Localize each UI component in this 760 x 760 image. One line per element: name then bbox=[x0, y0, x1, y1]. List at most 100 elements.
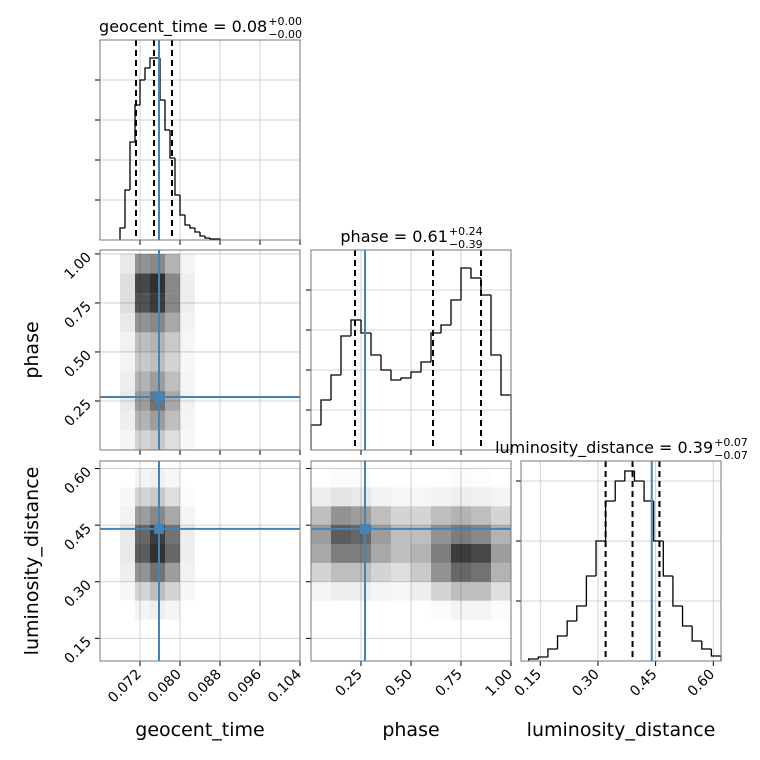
hist-step bbox=[144, 67, 150, 80]
density-cell bbox=[135, 273, 150, 294]
hist-step bbox=[701, 641, 712, 650]
density-cell bbox=[411, 469, 431, 488]
density-cell bbox=[431, 601, 451, 620]
density-cell bbox=[411, 601, 431, 620]
density-cell bbox=[180, 352, 195, 372]
y-tick-label: 0.25 bbox=[61, 396, 94, 429]
density-cell bbox=[180, 469, 195, 488]
density-cell bbox=[165, 581, 180, 601]
density-cell bbox=[180, 562, 195, 582]
density-cell bbox=[195, 582, 210, 601]
hist-step bbox=[500, 355, 512, 450]
density-cell bbox=[120, 506, 135, 526]
hist-step bbox=[380, 355, 391, 371]
density-cell bbox=[180, 430, 195, 450]
density-cell bbox=[135, 371, 150, 392]
density-cell bbox=[351, 506, 371, 526]
hist-step bbox=[370, 333, 381, 356]
x-tick-label: 0.096 bbox=[225, 666, 265, 706]
density-cell bbox=[135, 351, 150, 372]
hist-step bbox=[633, 471, 645, 482]
density-cell bbox=[195, 254, 210, 274]
density-cell bbox=[165, 600, 180, 620]
panel: 0.072 0.080 0.088 0.096 0.104 0.15 0.30 0.45 0.6… bbox=[21, 460, 305, 741]
hist-step bbox=[480, 278, 491, 296]
y-axis-label: luminosity_distance bbox=[21, 467, 43, 656]
density-cell bbox=[371, 469, 391, 488]
density-cell bbox=[180, 253, 195, 274]
density-cell bbox=[150, 562, 165, 582]
panel-frame bbox=[310, 460, 512, 662]
panel: 0.25 0.50 0.75 1.00 phase bbox=[21, 249, 301, 455]
density-cell bbox=[150, 312, 165, 333]
density-cell bbox=[491, 487, 511, 507]
hist-step bbox=[194, 228, 200, 233]
density-cell bbox=[351, 487, 371, 507]
density-cell bbox=[165, 273, 180, 294]
density-cell bbox=[451, 562, 471, 582]
density-cell bbox=[150, 468, 165, 488]
density-cell bbox=[165, 371, 180, 392]
density-cell bbox=[180, 312, 195, 333]
density-cell bbox=[311, 544, 331, 563]
density-cell bbox=[431, 487, 451, 507]
hist-step bbox=[159, 58, 165, 101]
x-tick-label: 0.50 bbox=[382, 667, 415, 700]
density-cell bbox=[195, 563, 210, 582]
density-cell bbox=[351, 562, 371, 582]
density-cell bbox=[411, 544, 431, 563]
density-cell bbox=[135, 430, 150, 450]
density-cell bbox=[331, 601, 351, 620]
hist-step bbox=[691, 626, 702, 642]
density-cell bbox=[180, 273, 195, 294]
density-cell bbox=[150, 544, 165, 563]
density-cell bbox=[451, 600, 471, 620]
density-cell bbox=[371, 487, 391, 507]
hist-step bbox=[390, 370, 401, 381]
density-cell bbox=[371, 581, 391, 601]
title-lower: −0.07 bbox=[714, 449, 748, 462]
density-cell bbox=[150, 253, 165, 274]
density-cell bbox=[165, 312, 180, 333]
density-cell bbox=[120, 273, 135, 294]
hist-step bbox=[420, 361, 431, 372]
density-cell bbox=[150, 410, 165, 431]
hist-step bbox=[124, 189, 130, 228]
density-cell bbox=[120, 391, 135, 411]
density-cell bbox=[311, 487, 331, 507]
density-cell bbox=[150, 293, 165, 313]
panel-frame bbox=[99, 460, 301, 662]
density-cell bbox=[411, 562, 431, 582]
hist-step bbox=[547, 648, 558, 657]
density-cell bbox=[195, 430, 210, 450]
hist-step bbox=[537, 656, 548, 659]
hist-step bbox=[189, 225, 195, 229]
hist-step bbox=[350, 319, 361, 336]
panel: geocent_time = 0.08 +0.00−0.00 bbox=[95, 15, 302, 245]
density-cell bbox=[135, 253, 150, 274]
panel-title: luminosity_distance = 0.39 bbox=[495, 438, 713, 458]
density-cell bbox=[135, 312, 150, 333]
panel-frame bbox=[310, 249, 512, 451]
density-cell bbox=[391, 487, 411, 506]
panel: 0.15 0.30 0.45 0.60 luminosity_distance = 0.… bbox=[495, 436, 748, 741]
hist-step bbox=[119, 227, 125, 240]
density-cell bbox=[180, 410, 195, 431]
density-cell bbox=[351, 581, 371, 601]
hist-step bbox=[430, 332, 441, 362]
density-cell bbox=[165, 469, 180, 488]
density-cell bbox=[451, 544, 471, 563]
hist-step bbox=[710, 649, 722, 661]
density-cell bbox=[351, 544, 371, 563]
density-cell bbox=[195, 313, 210, 333]
hist-step bbox=[129, 141, 135, 190]
density-cell bbox=[491, 562, 511, 582]
x-tick-label: 0.088 bbox=[185, 667, 225, 707]
truth-marker bbox=[360, 523, 370, 534]
density-cell bbox=[150, 430, 165, 450]
density-cell bbox=[165, 253, 180, 274]
x-tick-label: 0.080 bbox=[145, 667, 185, 707]
density-cell bbox=[431, 544, 451, 563]
density-cell bbox=[431, 469, 451, 488]
panel-title: phase = 0.61 bbox=[340, 227, 447, 246]
